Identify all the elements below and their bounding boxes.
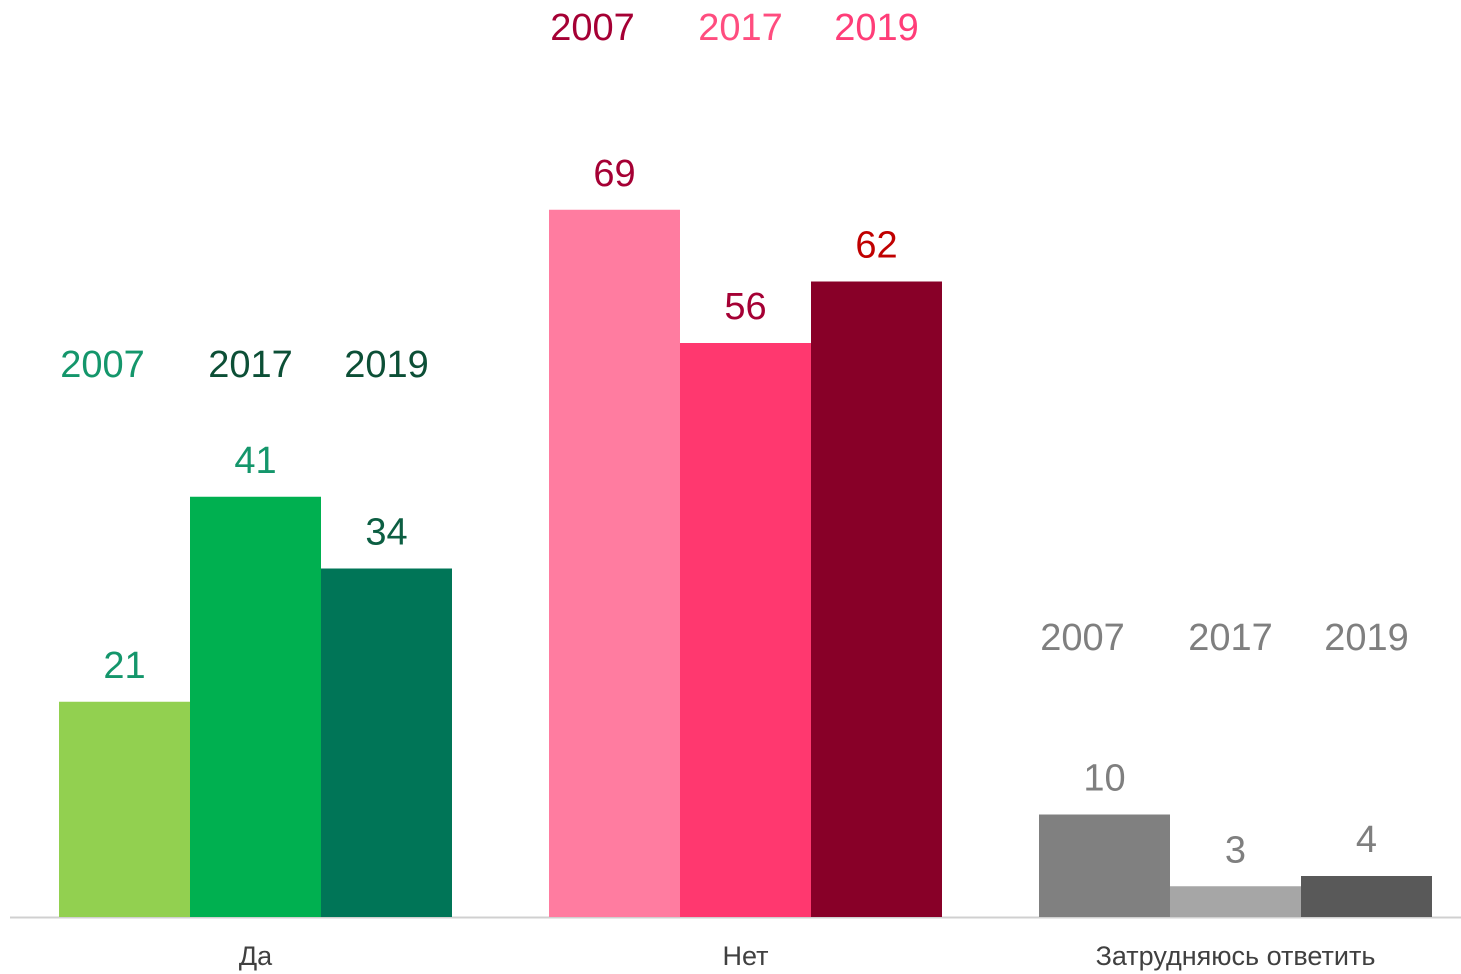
bar [1039,814,1170,917]
x-tick-label: Затрудняюсь ответить [1096,941,1376,971]
bar [811,281,942,917]
bar [1170,886,1301,917]
bar [59,701,190,917]
value-label: 56 [724,286,766,328]
bar [549,209,680,917]
value-label: 69 [593,153,635,195]
value-label: 10 [1083,758,1125,800]
legend-label: 2019 [344,344,429,386]
bar [190,496,321,917]
legend-label: 2007 [550,7,635,49]
bar [1301,876,1432,917]
value-label: 4 [1356,819,1377,861]
value-label: 21 [103,645,145,687]
value-label: 34 [365,512,407,554]
bar [321,568,452,917]
value-label: 62 [855,225,897,267]
value-label: 41 [234,440,276,482]
x-tick-label: Да [239,941,273,971]
legend-label: 2007 [60,344,145,386]
bar [680,343,811,917]
legend-label: 2017 [698,7,783,49]
legend-label: 2019 [1324,617,1409,659]
legend-label: 2017 [1188,617,1273,659]
legend-label: 2007 [1040,617,1125,659]
value-label: 3 [1225,829,1246,871]
legend-label: 2017 [208,344,293,386]
legend-label: 2019 [834,7,919,49]
x-tick-label: Нет [723,941,769,971]
